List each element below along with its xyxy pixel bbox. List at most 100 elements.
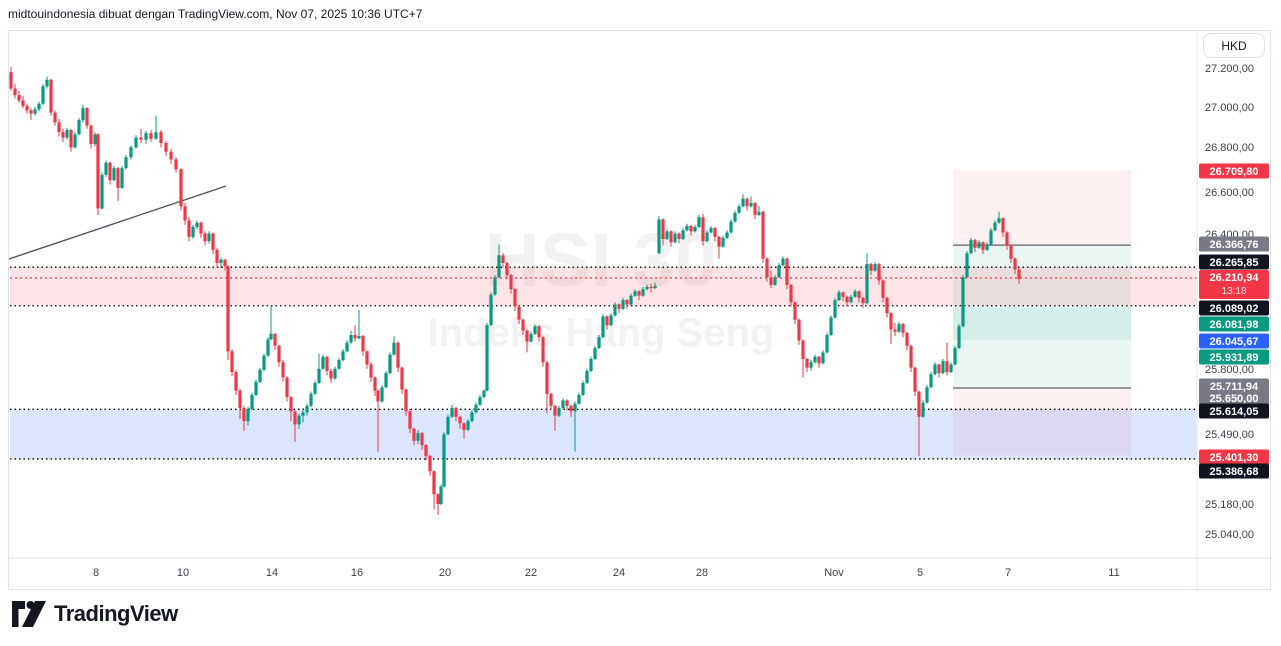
candle bbox=[462, 423, 466, 430]
candle bbox=[396, 342, 400, 368]
candle bbox=[57, 122, 61, 133]
candle bbox=[144, 133, 148, 140]
candle bbox=[61, 132, 65, 138]
time-axis[interactable] bbox=[9, 558, 1272, 591]
candle bbox=[593, 348, 597, 359]
candle bbox=[625, 300, 629, 305]
candle bbox=[41, 86, 45, 104]
currency-button[interactable]: HKD bbox=[1203, 33, 1265, 58]
candle bbox=[793, 302, 797, 320]
candle bbox=[293, 411, 297, 425]
candle bbox=[169, 151, 173, 160]
tradingview-logo[interactable]: TradingView bbox=[12, 601, 178, 627]
candle bbox=[749, 203, 753, 207]
price-label-text: 25.650,00 bbox=[1210, 393, 1259, 405]
candle bbox=[633, 291, 637, 296]
candle bbox=[697, 217, 701, 228]
price-label bbox=[1199, 378, 1269, 394]
candle bbox=[613, 304, 617, 316]
price-label-text: 25.614,05 bbox=[1210, 406, 1259, 418]
current-price-label-text: 26.210,94 bbox=[1210, 272, 1260, 284]
candle bbox=[929, 374, 933, 388]
candle bbox=[497, 255, 501, 278]
price-label-text: 25.401,30 bbox=[1210, 452, 1259, 464]
candle bbox=[781, 258, 785, 266]
candle bbox=[13, 88, 17, 96]
candle bbox=[517, 306, 521, 320]
time-axis-label: 22 bbox=[525, 567, 537, 579]
candle bbox=[925, 387, 929, 403]
candle bbox=[857, 291, 861, 298]
candle bbox=[420, 433, 424, 446]
candle bbox=[380, 387, 384, 402]
candle bbox=[721, 237, 725, 247]
candle bbox=[889, 313, 893, 330]
candle bbox=[93, 134, 97, 145]
candle bbox=[203, 233, 207, 242]
price-label-text: 26.081,98 bbox=[1210, 319, 1259, 331]
time-axis-label: 24 bbox=[613, 567, 625, 579]
candle bbox=[388, 354, 392, 374]
candle bbox=[785, 258, 789, 285]
candle bbox=[424, 445, 428, 457]
candle bbox=[365, 351, 369, 365]
candle bbox=[297, 415, 301, 425]
candle bbox=[621, 300, 625, 309]
chart-pane[interactable]: HSI 30 Indeks Hang Seng 27.200,00 27.000,00… bbox=[9, 31, 1272, 591]
candle bbox=[37, 103, 41, 110]
candle bbox=[577, 394, 581, 404]
price-label bbox=[1199, 449, 1269, 465]
candle bbox=[285, 377, 289, 398]
candle bbox=[450, 408, 454, 417]
current-price-countdown: 13:18 bbox=[1221, 286, 1246, 297]
time-axis-label: 16 bbox=[351, 567, 363, 579]
time-axis-label: 5 bbox=[917, 567, 923, 579]
candle bbox=[9, 72, 13, 89]
candle bbox=[376, 390, 380, 402]
candle bbox=[913, 367, 917, 392]
candle bbox=[533, 326, 537, 334]
currency-button-label: HKD bbox=[1221, 38, 1247, 53]
candle bbox=[905, 332, 909, 346]
candle bbox=[412, 428, 416, 441]
price-axis[interactable] bbox=[1197, 31, 1272, 591]
candle bbox=[159, 132, 163, 144]
candle bbox=[439, 486, 443, 504]
candle bbox=[21, 100, 25, 106]
candle bbox=[317, 368, 321, 383]
candle bbox=[474, 404, 478, 413]
candle bbox=[120, 168, 124, 188]
price-axis-tick: 25.490,00 bbox=[1205, 429, 1254, 441]
candle bbox=[837, 292, 841, 301]
candle bbox=[112, 168, 116, 181]
candle bbox=[893, 329, 897, 332]
time-axis-label: 14 bbox=[266, 567, 278, 579]
candle bbox=[637, 291, 641, 296]
candle bbox=[116, 168, 120, 188]
price-label bbox=[1199, 349, 1269, 365]
trendline[interactable] bbox=[9, 185, 227, 260]
time-axis-label: 20 bbox=[439, 567, 451, 579]
candle bbox=[649, 286, 653, 289]
candle bbox=[85, 108, 89, 126]
candle bbox=[941, 361, 945, 374]
candle bbox=[273, 333, 277, 346]
candle bbox=[769, 277, 773, 285]
time-axis-label: 11 bbox=[1108, 567, 1119, 579]
candle bbox=[478, 397, 482, 405]
candle bbox=[521, 319, 525, 331]
candle bbox=[961, 277, 965, 327]
candle bbox=[589, 358, 593, 371]
candle bbox=[545, 362, 549, 394]
candle bbox=[191, 227, 195, 237]
candle bbox=[77, 120, 81, 135]
candle bbox=[49, 79, 53, 113]
candle bbox=[525, 330, 529, 342]
price-label-text: 26.366,76 bbox=[1210, 239, 1259, 251]
candle bbox=[154, 132, 158, 139]
candle bbox=[833, 300, 837, 318]
candle bbox=[865, 264, 869, 304]
candle bbox=[277, 345, 281, 363]
price-axis-tick: 26.800,00 bbox=[1205, 142, 1254, 154]
